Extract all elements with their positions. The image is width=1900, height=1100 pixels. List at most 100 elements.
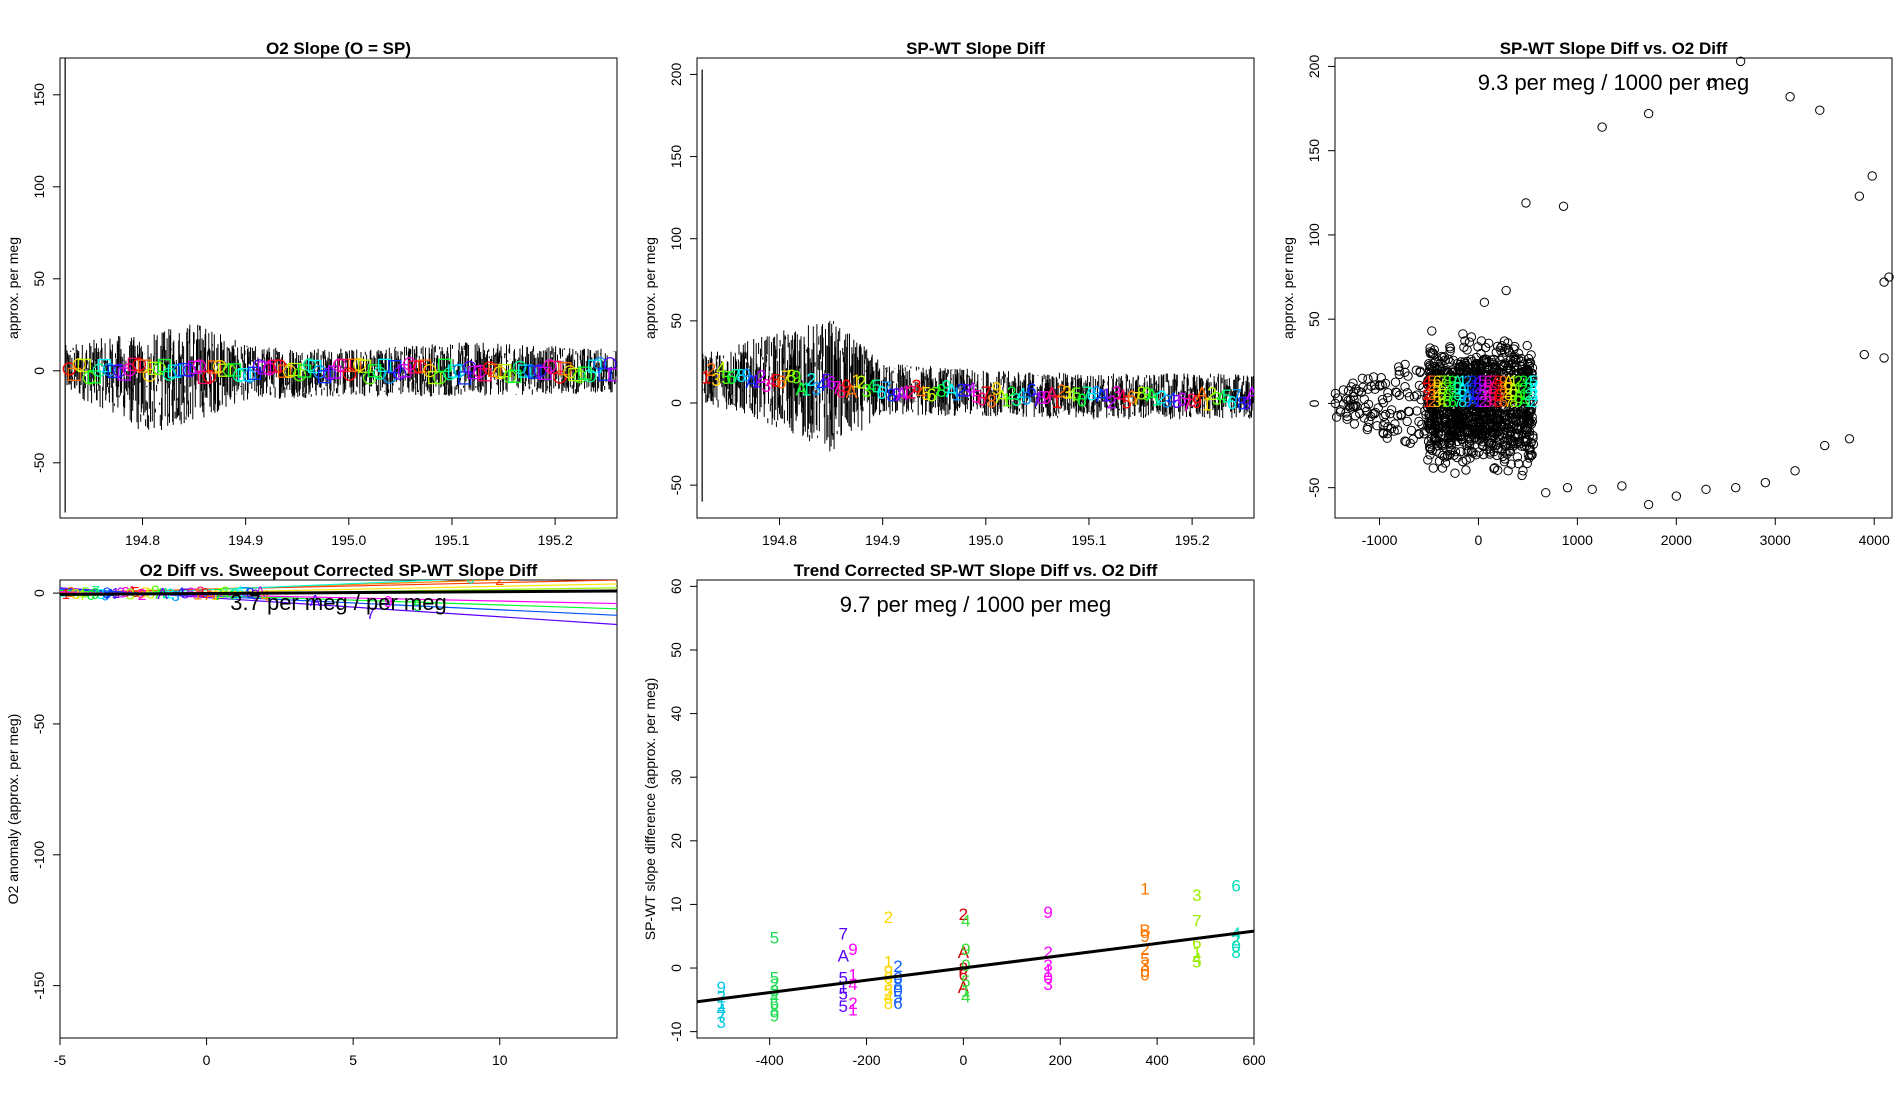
x-tick-label: -1000 — [1362, 532, 1398, 548]
x-tick-label: 194.8 — [762, 532, 797, 548]
data-label: 3 — [1162, 392, 1172, 412]
scatter-point — [1477, 432, 1488, 442]
outlier-point — [1617, 481, 1627, 491]
y-tick-label: 100 — [668, 227, 684, 251]
scatter-point — [1404, 392, 1415, 402]
data-marker — [272, 359, 287, 373]
scatter-point — [1479, 421, 1489, 432]
cluster-label: 7 — [92, 583, 100, 600]
plot-frame — [59, 57, 618, 519]
point-label: 8 — [770, 1000, 779, 1019]
cluster-label: 4 — [1479, 380, 1488, 397]
data-label: 5 — [1122, 393, 1132, 413]
x-tick-label: -5 — [54, 1052, 67, 1068]
point-label: 1 — [1140, 880, 1149, 899]
scatter-point — [1461, 365, 1472, 375]
scatter-point — [1461, 465, 1471, 475]
x-tick-label: -200 — [853, 1052, 881, 1068]
scatter-point — [1414, 416, 1424, 427]
scatter-point — [1438, 390, 1449, 400]
data-marker — [603, 357, 617, 371]
scatter-point — [1458, 379, 1468, 389]
scatter-point — [1449, 425, 1460, 435]
scatter-point — [1494, 388, 1505, 398]
data-label: 3 — [761, 376, 771, 396]
data-label: 5 — [1222, 387, 1232, 407]
point-label: 3 — [1043, 975, 1052, 994]
scatter-point — [1499, 376, 1509, 386]
y-tick-label: 0 — [668, 964, 684, 972]
outlier-point — [1879, 277, 1889, 287]
point-label: 6 — [1192, 934, 1201, 953]
cluster-label: 2 — [1519, 380, 1528, 397]
data-label: A — [1046, 384, 1058, 404]
data-label: 1 — [701, 368, 711, 388]
cluster-label: 9 — [151, 583, 159, 600]
cluster-label: 5 — [231, 586, 239, 603]
scatter-point — [1362, 424, 1373, 435]
cluster-label: 2 — [1423, 387, 1432, 404]
scatter-point — [1394, 362, 1404, 372]
scatter-point — [1465, 402, 1475, 413]
outlier-point — [1671, 491, 1682, 501]
scatter-point — [1396, 409, 1406, 420]
cluster-label: 8 — [1453, 387, 1462, 404]
point-label: 9 — [884, 962, 893, 981]
outlier-point — [1790, 466, 1800, 476]
scatter-point — [1428, 348, 1438, 358]
x-tick-label: 194.8 — [125, 532, 160, 548]
point-label: 9 — [848, 940, 857, 959]
point-label: 3 — [1192, 886, 1201, 905]
scatter-point — [1478, 449, 1489, 460]
scatter-point — [1458, 329, 1468, 339]
cluster-label: 3 — [171, 588, 179, 605]
cluster-label: 7 — [1448, 387, 1457, 404]
y-tick-label: 10 — [668, 896, 684, 912]
scatter-point — [1341, 394, 1352, 404]
point-label: 5 — [893, 988, 902, 1007]
scatter-point — [1489, 368, 1499, 378]
data-label: 9 — [841, 376, 851, 396]
chart-title: SP-WT Slope Diff vs. O2 Diff — [1500, 39, 1728, 58]
scatter-point — [1486, 438, 1497, 449]
fit-annotation: 9.7 per meg / 1000 per meg — [840, 592, 1112, 617]
data-label: 7 — [881, 379, 891, 399]
data-label: 7 — [1082, 384, 1092, 404]
x-tick-label: 5 — [349, 1052, 357, 1068]
cluster-label: 8 — [1494, 374, 1503, 391]
point-label: 0 — [961, 956, 970, 975]
scatter-point — [1521, 389, 1531, 399]
data-marker — [573, 369, 587, 384]
point-label: 5 — [839, 969, 848, 988]
scatter-point — [1424, 421, 1435, 431]
point-label: 5 — [1192, 953, 1201, 972]
data-marker — [117, 367, 131, 381]
scatter-point — [1479, 355, 1490, 365]
data-marker — [292, 368, 307, 382]
point-label: 2 — [770, 975, 779, 994]
scatter-point — [1446, 371, 1456, 381]
chart-title: O2 Slope (O = SP) — [266, 39, 411, 58]
data-marker — [593, 356, 607, 371]
scatter-point — [1379, 411, 1389, 422]
point-label: 2 — [1231, 930, 1240, 949]
scatter-point — [1519, 441, 1530, 452]
point-label: 3 — [884, 975, 893, 994]
scatter-point — [1487, 377, 1498, 387]
data-marker — [388, 360, 402, 374]
data-label: 7 — [1132, 389, 1142, 409]
scatter-point — [1427, 445, 1438, 456]
cluster-label: 9 — [251, 587, 259, 604]
scatter-point — [1401, 437, 1411, 447]
x-tick-label: 194.9 — [865, 532, 900, 548]
data-marker — [543, 359, 557, 373]
scatter-point — [1380, 409, 1391, 420]
data-label: 6 — [826, 373, 836, 393]
x-tick-label: 2000 — [1661, 532, 1692, 548]
series-line-6 — [60, 580, 450, 597]
data-label: 1 — [902, 383, 912, 403]
data-marker — [428, 370, 442, 385]
cluster-label: 5 — [1529, 374, 1538, 391]
cluster-label: 5 — [1494, 394, 1503, 411]
data-marker — [423, 363, 437, 378]
